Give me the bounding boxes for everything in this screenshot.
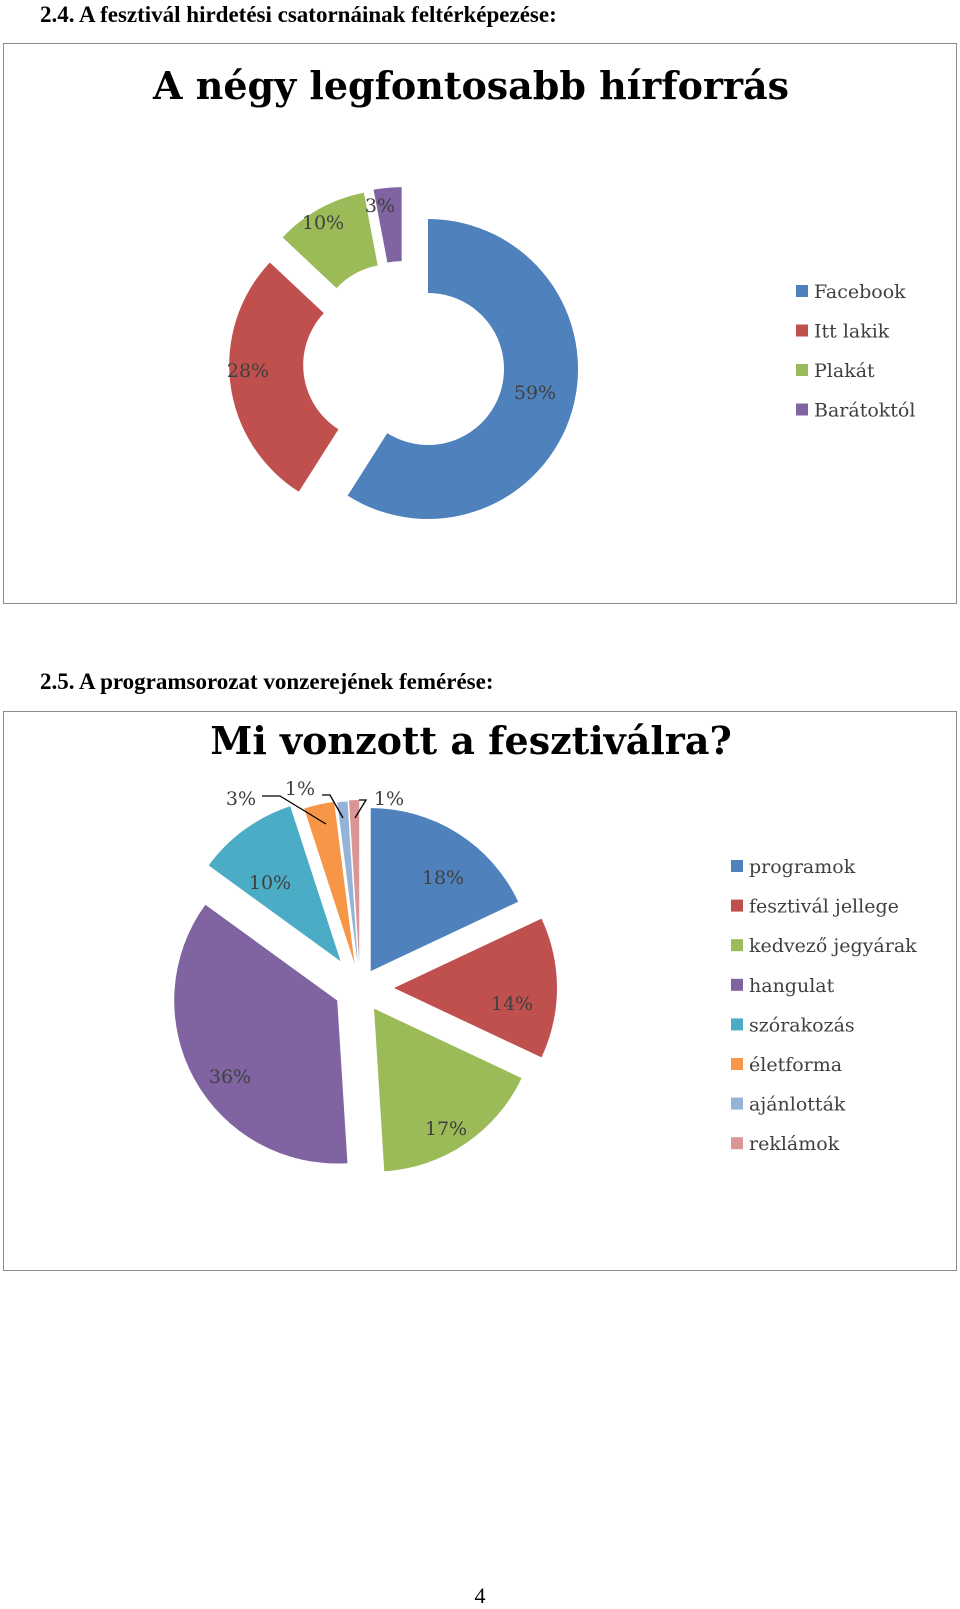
chart1-slices bbox=[229, 187, 579, 519]
legend-swatch-szorakozas bbox=[731, 1018, 743, 1031]
legend-swatch-programok bbox=[731, 860, 743, 872]
slice-baratoktol bbox=[373, 187, 402, 263]
slice-itt-lakik bbox=[229, 262, 339, 492]
legend-label-eletforma: életforma bbox=[749, 1054, 842, 1076]
chart1-data-labels: 59% 28% 10% 3% bbox=[227, 195, 556, 404]
slice-szorakozas bbox=[208, 806, 341, 962]
legend-label-kedvezo-jegyarak: kedvező jegyárak bbox=[749, 935, 917, 957]
leader-line-eletforma bbox=[262, 795, 327, 825]
legend-swatch-facebook bbox=[796, 285, 808, 297]
chart-hirforras: A négy legfontosabb hírforrás 59% 28% 10% 3… bbox=[3, 43, 957, 604]
chart1-canvas: A négy legfontosabb hírforrás 59% 28% 10% 3… bbox=[152, 63, 915, 519]
data-label-fesztival-jellege: 14% bbox=[491, 993, 533, 1015]
chart2-slices bbox=[174, 800, 557, 1172]
legend-swatch-plakat bbox=[796, 364, 808, 376]
data-label-baratoktol: 3% bbox=[365, 195, 395, 217]
legend-label-programok: programok bbox=[749, 856, 856, 878]
slice-kedvezo-jegyarak bbox=[374, 1008, 522, 1172]
chart1-title: A négy legfontosabb hírforrás bbox=[152, 63, 789, 108]
legend-label-fesztival-jellege: fesztivál jellege bbox=[749, 896, 899, 918]
chart2-title: Mi vonzott a fesztiválra? bbox=[210, 718, 731, 763]
slice-fesztival-jellege bbox=[394, 918, 557, 1058]
legend-label-szorakozas: szórakozás bbox=[749, 1014, 855, 1036]
legend-swatch-eletforma bbox=[731, 1058, 743, 1070]
slice-facebook bbox=[347, 218, 579, 519]
slice-plakat bbox=[282, 192, 378, 289]
section-heading-1: 2.4. A fesztivál hirdetési csatornáinak … bbox=[40, 2, 557, 27]
slice-programok bbox=[370, 808, 519, 972]
legend-label-itt-lakik: Itt lakik bbox=[814, 321, 890, 343]
legend-label-ajanlottak: ajánlották bbox=[749, 1094, 846, 1116]
leader-line-reklamok bbox=[354, 799, 368, 819]
legend-label-facebook: Facebook bbox=[814, 281, 906, 303]
data-label-hangulat: 36% bbox=[209, 1066, 251, 1088]
data-label-plakat: 10% bbox=[302, 212, 344, 234]
data-label-kedvezo-jegyarak: 17% bbox=[425, 1118, 467, 1140]
page-number: 4 bbox=[474, 1583, 486, 1608]
data-label-programok: 18% bbox=[422, 867, 464, 889]
data-label-facebook: 59% bbox=[514, 382, 556, 404]
legend-swatch-itt-lakik bbox=[796, 324, 808, 337]
chart2-canvas: Mi vonzott a fesztiválra? 18% 14% 17% 36% 10… bbox=[174, 718, 917, 1172]
legend-swatch-ajanlottak bbox=[731, 1097, 743, 1110]
slice-ajanlottak bbox=[337, 801, 358, 965]
legend-label-baratoktol: Barátoktól bbox=[814, 400, 915, 422]
legend-label-reklamok: reklámok bbox=[749, 1133, 840, 1155]
legend-label-plakat: Plakát bbox=[814, 360, 875, 382]
slice-eletforma bbox=[304, 801, 355, 964]
slice-hangulat bbox=[174, 904, 348, 1164]
legend-swatch-kedvezo-jegyarak bbox=[731, 939, 743, 952]
data-label-ajanlottak: 1% bbox=[285, 778, 315, 800]
chart-vonzero: Mi vonzott a fesztiválra? 18% 14% 17% 36% 10… bbox=[3, 711, 957, 1271]
data-label-szorakozas: 10% bbox=[249, 872, 291, 894]
chart2-leader-lines bbox=[262, 794, 368, 825]
leader-line-ajanlottak bbox=[322, 794, 344, 819]
legend-swatch-baratoktol bbox=[796, 403, 808, 416]
legend-label-hangulat: hangulat bbox=[749, 975, 835, 997]
legend-swatch-hangulat bbox=[731, 978, 743, 991]
chart2-legend: programok fesztivál jellege kedvező jegyár… bbox=[731, 856, 917, 1155]
chart2-data-labels: 18% 14% 17% 36% 10% 3% 1% 1% bbox=[209, 778, 533, 1140]
data-label-itt-lakik: 28% bbox=[227, 360, 269, 382]
chart1-legend: Facebook Itt lakik Plakát Barátoktól bbox=[796, 281, 915, 422]
data-label-reklamok: 1% bbox=[374, 788, 404, 810]
legend-swatch-reklamok bbox=[731, 1137, 743, 1150]
section-heading-2: 2.5. A programsorozat vonzerejének femér… bbox=[40, 669, 494, 694]
data-label-eletforma: 3% bbox=[226, 788, 256, 810]
legend-swatch-fesztival-jellege bbox=[731, 899, 743, 912]
slice-reklamok bbox=[348, 800, 360, 964]
